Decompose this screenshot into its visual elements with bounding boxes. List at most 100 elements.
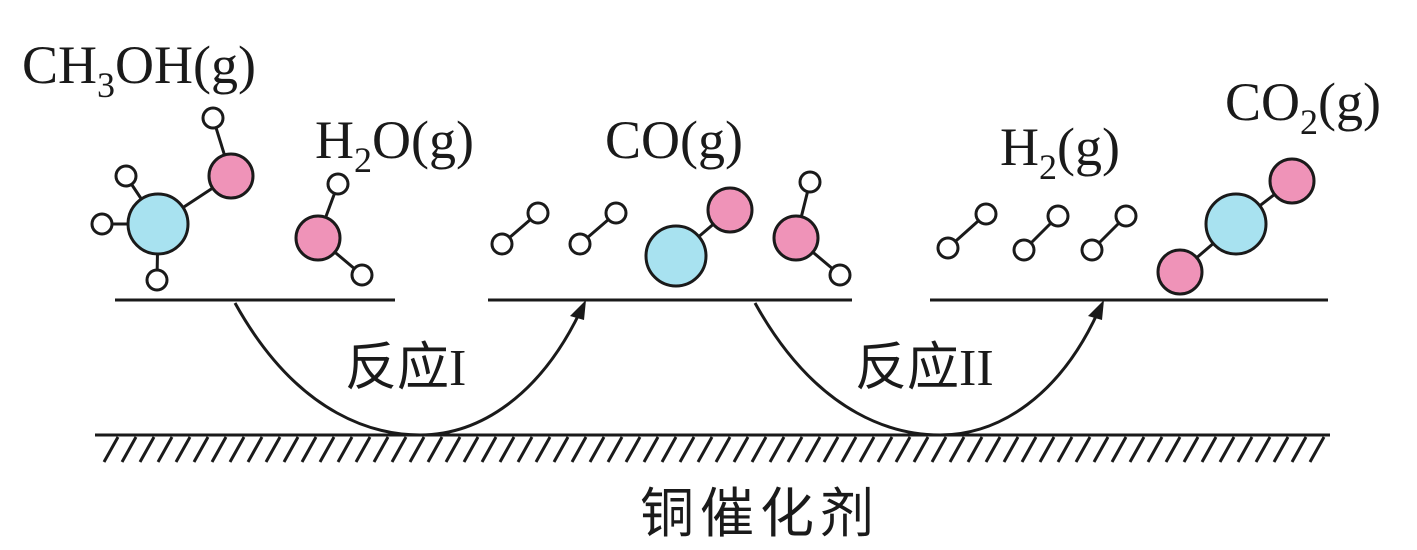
hatch-mark (588, 436, 606, 463)
carbon-dioxide-molecule (1156, 157, 1316, 296)
water-molecule-left (294, 172, 374, 287)
hatch-mark (516, 436, 534, 463)
hatch-mark (1236, 436, 1254, 463)
reaction-1-arrowhead (570, 300, 586, 320)
hatch-mark (768, 436, 786, 463)
hatch-mark (120, 436, 138, 463)
hatch-mark (156, 436, 174, 463)
hatch-mark (750, 436, 768, 463)
hatch-mark (1020, 436, 1038, 463)
hatch-mark (354, 436, 372, 463)
carbon-atom (126, 192, 190, 256)
methanol-molecule (90, 106, 255, 292)
hydrogen-molecule (568, 201, 628, 256)
hatch-mark (498, 436, 516, 463)
hydrogen-atom (828, 263, 852, 287)
hatch-mark (678, 436, 696, 463)
catalyst-label: 铜催化剂 (640, 484, 880, 544)
hatch-mark (1128, 436, 1146, 463)
hatch-mark (1164, 436, 1182, 463)
hatch-mark (534, 436, 552, 463)
hatch-mark (894, 436, 912, 463)
hatch-mark (1254, 436, 1272, 463)
hatch-mark (1218, 436, 1236, 463)
hatch-mark (408, 436, 426, 463)
hatch-mark (660, 436, 678, 463)
hatch-mark (210, 436, 228, 463)
hydrogen-atom (974, 202, 998, 226)
hatch-mark (228, 436, 246, 463)
oxygen-atom (706, 186, 754, 234)
hatch-mark (1272, 436, 1290, 463)
hatch-mark (1182, 436, 1200, 463)
hydrogen-atom (798, 170, 822, 194)
hatch-mark (642, 436, 660, 463)
hydrogen-atom (90, 212, 114, 236)
hatch-mark (336, 436, 354, 463)
water-molecule-middle (772, 170, 852, 287)
carbon-monoxide-molecule (644, 186, 754, 288)
hatch-mark (264, 436, 282, 463)
hatch-mark (1074, 436, 1092, 463)
hatch-mark (462, 436, 480, 463)
hatch-mark (552, 436, 570, 463)
hatch-mark (804, 436, 822, 463)
reaction-2-arc (753, 302, 1100, 437)
oxygen-atom (772, 214, 820, 262)
hatch-mark (1092, 436, 1110, 463)
hatch-mark (876, 436, 894, 463)
hatch-mark (1038, 436, 1056, 463)
hydrogen-atom (145, 268, 169, 292)
hatch-mark (858, 436, 876, 463)
hatch-mark (1002, 436, 1020, 463)
hatch-mark (246, 436, 264, 463)
catalyst-hatching (102, 436, 1326, 463)
hatch-mark (1308, 436, 1326, 463)
carbon-atom (1204, 192, 1268, 256)
hydrogen-molecule (936, 202, 998, 260)
reaction-2-arrowhead (1088, 300, 1104, 320)
hatch-mark (624, 436, 642, 463)
hatch-mark (138, 436, 156, 463)
oxygen-atom (1268, 157, 1316, 205)
hatch-mark (570, 436, 588, 463)
hydrogen-atom (936, 236, 960, 260)
oxygen-atom (207, 152, 255, 200)
hydrogen-atom (350, 263, 374, 287)
oxygen-atom (1156, 248, 1204, 296)
carbon-atom (644, 224, 708, 288)
label-carbon-monoxide: CO(g) (605, 110, 743, 170)
hatch-mark (480, 436, 498, 463)
hatch-mark (192, 436, 210, 463)
hatch-mark (606, 436, 624, 463)
hydrogen-molecule (1080, 204, 1138, 262)
hatch-mark (300, 436, 318, 463)
hydrogen-atom (114, 164, 138, 188)
hatch-mark (1146, 436, 1164, 463)
hatch-mark (984, 436, 1002, 463)
hydrogen-atom (201, 106, 225, 130)
hatch-mark (444, 436, 462, 463)
hatch-mark (1056, 436, 1074, 463)
label-hydrogen: H2(g) (1000, 117, 1120, 187)
hydrogen-molecule (1012, 204, 1070, 262)
hatch-mark (318, 436, 336, 463)
hatch-mark (372, 436, 390, 463)
hydrogen-atom (1012, 238, 1036, 262)
hatch-mark (786, 436, 804, 463)
hatch-mark (102, 436, 120, 463)
hatch-mark (1110, 436, 1128, 463)
label-carbon-dioxide: CO2(g) (1225, 72, 1381, 142)
reaction-1-arc (233, 302, 582, 437)
reaction-2-label: 反应II (855, 340, 994, 397)
oxygen-atom (294, 214, 342, 262)
hatch-mark (966, 436, 984, 463)
hydrogen-atom (1046, 204, 1070, 228)
hatch-mark (822, 436, 840, 463)
hatch-mark (732, 436, 750, 463)
hydrogen-atom (326, 172, 350, 196)
hatch-mark (174, 436, 192, 463)
hydrogen-molecule (490, 201, 550, 256)
